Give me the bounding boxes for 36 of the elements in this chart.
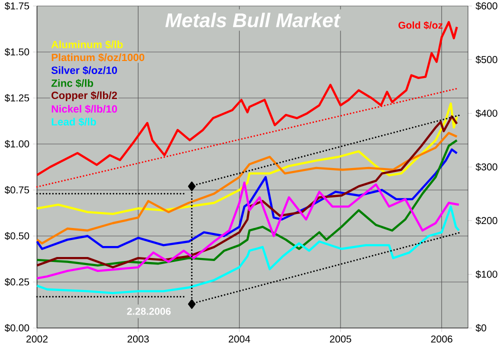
y-tick-label: $1.50 — [4, 48, 30, 56]
x-tick-label: 2005 — [330, 336, 352, 343]
text: Aluminum $/lb — [51, 40, 123, 49]
y-tick-label: $0.50 — [4, 232, 30, 240]
y-tick-label: $0.00 — [4, 324, 30, 332]
x-tick-label: 2003 — [128, 336, 149, 343]
chart-title: Metals Bull Market — [165, 12, 341, 28]
y2-tick-label: $100 — [476, 270, 498, 278]
series-label: Gold $/oz — [398, 21, 443, 30]
y2-tick-label: $300 — [476, 162, 498, 172]
text: Lead $/lb — [52, 118, 96, 126]
y2-tick-label: $600 — [476, 2, 498, 10]
line-series — [36, 115, 458, 268]
text: Copper $/lb/2 — [52, 91, 117, 102]
annotation: 2.28.2006 — [127, 308, 171, 315]
y-tick-label: $0.75 — [4, 186, 30, 194]
line-series — [36, 182, 460, 280]
y-tick-label: $1.75 — [4, 2, 30, 10]
text: Platinum $/oz/1000 — [52, 53, 144, 62]
x-tick-label: 2004 — [228, 336, 250, 343]
line-series — [36, 139, 458, 267]
y2-tick-label: $0 — [476, 324, 486, 332]
line-series — [36, 132, 458, 244]
text: Silver $/oz/10 — [51, 66, 117, 75]
x-tick-label: 2002 — [26, 336, 48, 343]
y-tick-label: $0.25 — [4, 278, 30, 286]
y-tick-label: $1.00 — [4, 140, 30, 148]
line-series — [36, 205, 460, 294]
y2-tick-label: $200 — [476, 216, 498, 225]
y-tick-label: $1.25 — [4, 94, 30, 102]
line-series — [36, 148, 458, 250]
y2-tick-label: $400 — [476, 109, 498, 118]
text: Zinc $/lb — [51, 79, 94, 88]
text: Nickel $/lb/10 — [52, 104, 117, 114]
y2-tick-label: $500 — [476, 56, 498, 64]
x-tick-label: 2006 — [431, 336, 452, 343]
